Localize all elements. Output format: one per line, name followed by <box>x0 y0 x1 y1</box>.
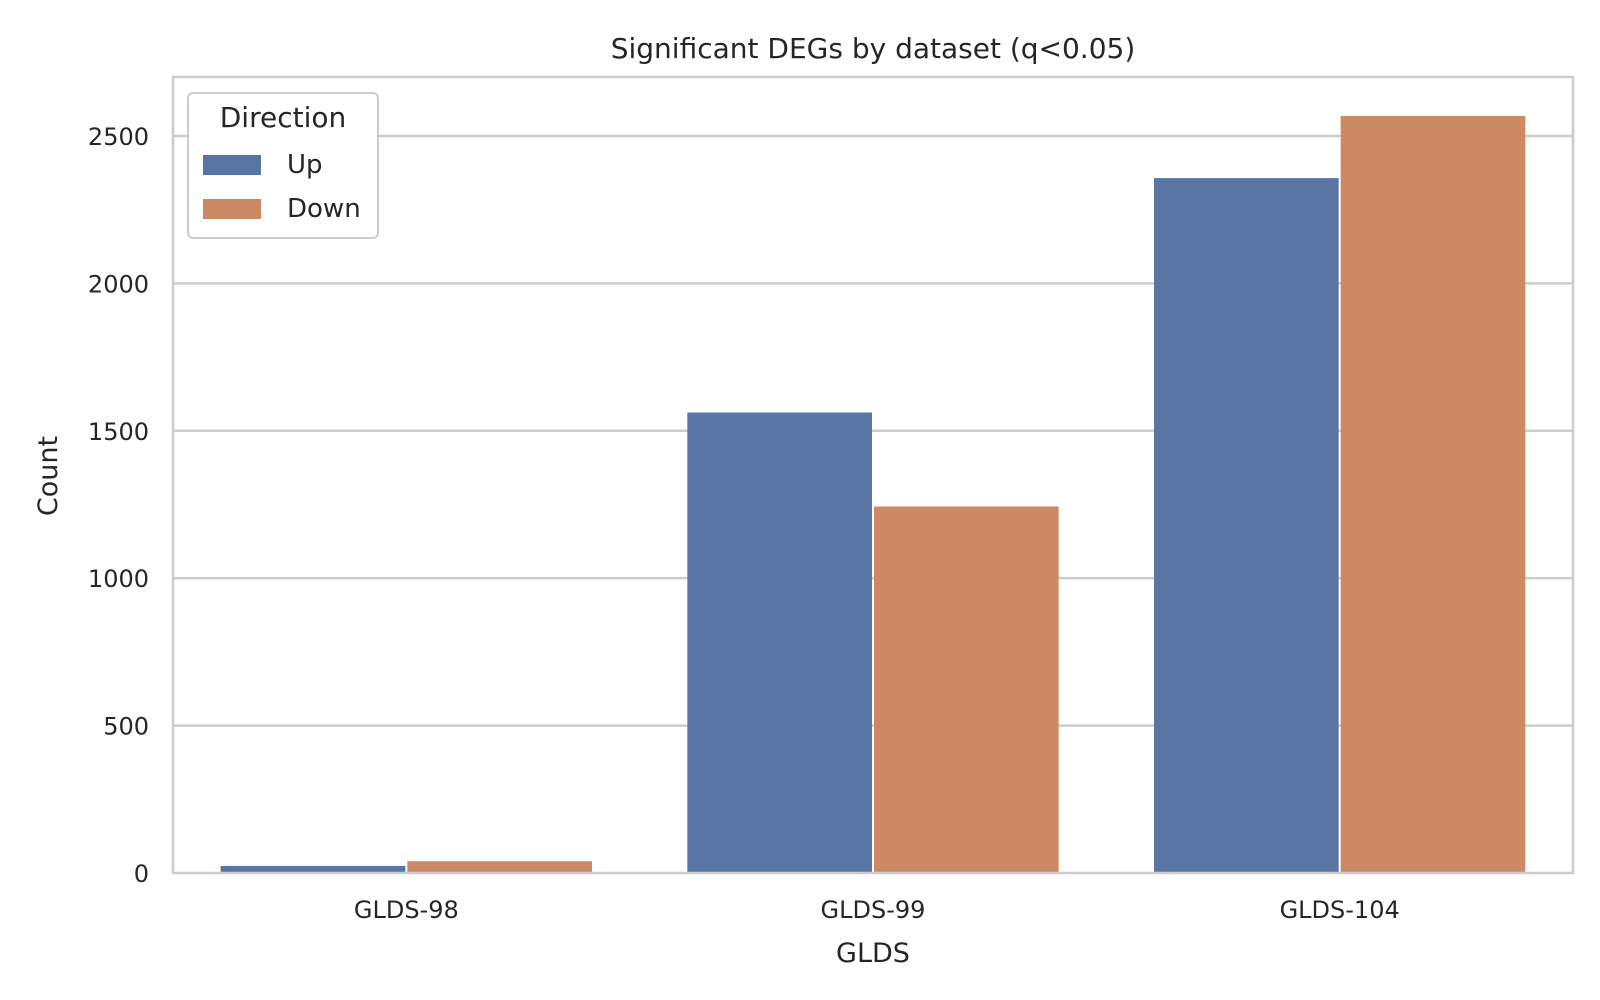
y-axis-ticks: 0 500 1000 1500 2000 2500 <box>88 123 149 888</box>
legend-swatch-up <box>203 155 261 175</box>
y-tick-label: 1000 <box>88 565 149 593</box>
legend-swatch-down <box>203 199 261 219</box>
y-tick-label: 2500 <box>88 123 149 151</box>
plot-frame <box>171 75 1575 875</box>
x-tick-label: GLDS-99 <box>821 896 926 924</box>
y-tick-label: 500 <box>103 713 149 741</box>
bar-up-glds-98 <box>220 865 406 873</box>
bar-up-glds-104 <box>1154 178 1339 874</box>
bars <box>220 115 1526 874</box>
bar-down-glds-98 <box>407 861 592 873</box>
x-tick-label: GLDS-98 <box>354 896 459 924</box>
legend-title: Direction <box>220 101 347 134</box>
y-tick-label: 1500 <box>88 418 149 446</box>
x-axis-ticks: GLDS-98 GLDS-99 GLDS-104 <box>354 896 1400 924</box>
legend: Direction Up Down <box>187 92 379 239</box>
chart-title: Significant DEGs by dataset (q<0.05) <box>611 32 1136 65</box>
y-tick-label: 0 <box>134 860 149 888</box>
legend-label-up: Up <box>287 150 323 180</box>
y-axis-label: Count <box>33 436 64 516</box>
legend-label-down: Down <box>287 194 361 224</box>
x-axis-label: GLDS <box>836 938 910 969</box>
bar-up-glds-99 <box>687 412 872 873</box>
bar-down-glds-104 <box>1340 115 1526 874</box>
grid-lines <box>173 134 1573 727</box>
x-tick-label: GLDS-104 <box>1280 896 1400 924</box>
bar-down-glds-99 <box>874 506 1059 873</box>
y-tick-label: 2000 <box>88 270 149 298</box>
